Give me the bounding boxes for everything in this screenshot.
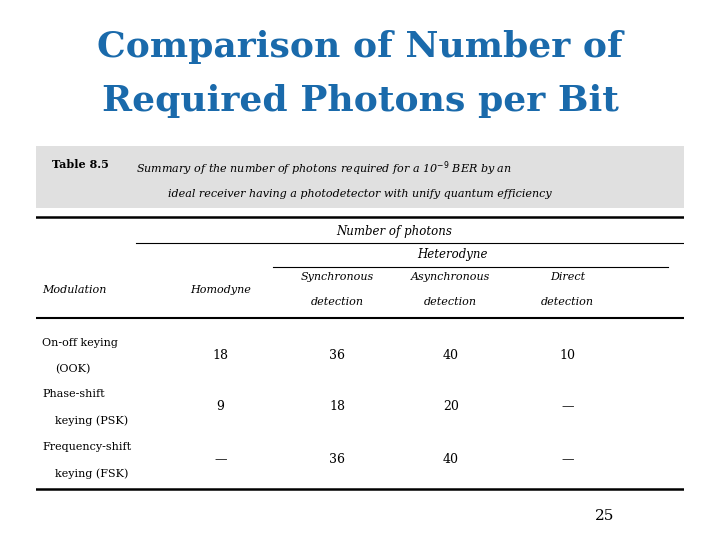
Text: Table 8.5: Table 8.5 (53, 159, 109, 171)
Text: —: — (561, 453, 574, 466)
Text: Required Photons per Bit: Required Photons per Bit (102, 84, 618, 118)
Text: Number of photons: Number of photons (336, 225, 452, 238)
Text: 40: 40 (443, 349, 459, 362)
Text: 18: 18 (329, 400, 346, 413)
Text: 40: 40 (443, 453, 459, 466)
Text: Summary of the number of photons required for a 10$^{-9}$ BER by an: Summary of the number of photons require… (137, 159, 513, 178)
Text: —: — (561, 400, 574, 413)
Text: 18: 18 (212, 349, 229, 362)
Text: Frequency-shift: Frequency-shift (42, 442, 132, 452)
Text: 20: 20 (443, 400, 459, 413)
Text: detection: detection (541, 298, 594, 307)
Text: 36: 36 (329, 453, 346, 466)
Text: detection: detection (311, 298, 364, 307)
Text: Comparison of Number of: Comparison of Number of (97, 30, 623, 64)
Text: 25: 25 (595, 509, 614, 523)
Text: 36: 36 (329, 349, 346, 362)
Text: keying (PSK): keying (PSK) (55, 415, 129, 426)
Text: Direct: Direct (550, 272, 585, 282)
Text: —: — (215, 453, 227, 466)
Text: 9: 9 (217, 400, 225, 413)
Text: (OOK): (OOK) (55, 364, 91, 374)
Text: On-off keying: On-off keying (42, 338, 118, 348)
Text: keying (FSK): keying (FSK) (55, 468, 129, 478)
Text: 10: 10 (559, 349, 575, 362)
Text: Heterodyne: Heterodyne (417, 248, 487, 261)
Text: ideal receiver having a photodetector with unify quantum efficiency: ideal receiver having a photodetector wi… (168, 188, 552, 199)
Text: detection: detection (424, 298, 477, 307)
Text: Synchronous: Synchronous (301, 272, 374, 282)
Text: Homodyne: Homodyne (190, 285, 251, 295)
Text: Modulation: Modulation (42, 285, 107, 295)
Text: Asynchronous: Asynchronous (411, 272, 490, 282)
Text: Phase-shift: Phase-shift (42, 389, 105, 399)
